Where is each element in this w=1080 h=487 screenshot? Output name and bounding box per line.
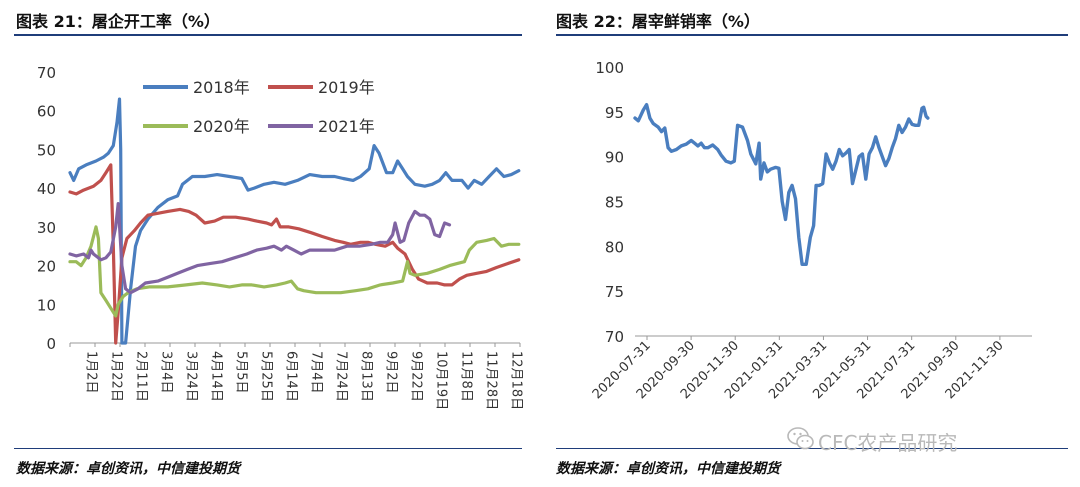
legend-label: 2021年	[318, 117, 375, 136]
x-tick-label-left: 4月14日	[209, 351, 224, 402]
chart-title-left: 图表 21：屠企开工率（%）	[16, 12, 220, 31]
y-tick-label-right: 85	[605, 194, 624, 212]
source-note-right: 数据来源：卓创资讯，中信建投期货	[556, 461, 780, 477]
y-tick-label-left: 50	[37, 141, 56, 159]
y-tick-label-right: 75	[605, 283, 624, 301]
y-tick-label-left: 30	[37, 219, 56, 237]
x-tick-label-left: 11月28日	[484, 351, 499, 410]
series-line-fresh-sales	[633, 103, 930, 266]
x-tick-label-left: 1月22日	[109, 351, 124, 402]
y-tick-label-right: 90	[605, 149, 624, 167]
y-tick-label-left: 70	[37, 64, 56, 82]
chart-plant-operating-rate: 0 10 20 30 40 50 60 70 1月2日 1月22日 2月11日 3月4日 3月24日 4月…	[37, 64, 524, 410]
x-tick-label-left: 5月5日	[234, 351, 249, 394]
x-tick-label-left: 7月4日	[309, 351, 324, 394]
x-tick-label-left: 3月4日	[159, 351, 174, 394]
legend-label: 2018年	[193, 78, 250, 97]
x-tick-label-left: 11月8日	[459, 351, 474, 402]
x-tick-label-left: 9月22日	[409, 351, 424, 402]
y-tick-label-left: 40	[37, 180, 56, 198]
x-tick-label-left: 12月18日	[509, 351, 524, 410]
header-rule-right	[556, 34, 1068, 36]
x-tick-label-left: 6月14日	[284, 351, 299, 402]
y-tick-label-right: 70	[605, 328, 624, 346]
series-line-4	[68, 202, 452, 295]
series-line-1	[68, 97, 521, 345]
y-tick-label-right: 95	[605, 104, 624, 122]
y-tick-label-right: 80	[605, 238, 624, 256]
y-tick-label-right: 100	[595, 59, 624, 77]
chart-title-right: 图表 22：屠宰鲜销率（%）	[556, 12, 760, 31]
y-tick-label-left: 10	[37, 296, 56, 314]
y-tick-label-left: 0	[46, 335, 56, 353]
series-line-3	[68, 225, 521, 318]
x-tick-label-left: 8月13日	[359, 351, 374, 402]
y-tick-label-left: 20	[37, 258, 56, 276]
legend-label: 2019年	[318, 78, 375, 97]
chart-fresh-sales-rate: 7075808590951002020-07-312020-09-302020-…	[590, 59, 1032, 402]
x-tick-label-left: 3月24日	[184, 351, 199, 402]
legend-label: 2020年	[193, 117, 250, 136]
watermark-text: CFC农产品研究	[818, 431, 958, 455]
x-tick-label-left: 1月2日	[84, 351, 99, 394]
x-tick-label-left: 7月24日	[334, 351, 349, 402]
source-note-left: 数据来源：卓创资讯，中信建投期货	[16, 461, 240, 477]
y-tick-label-left: 60	[37, 103, 56, 121]
x-tick-label-left: 2月11日	[134, 351, 149, 402]
wechat-icon	[787, 427, 814, 450]
x-tick-label-left: 5月25日	[259, 351, 274, 402]
x-tick-label-left: 10月19日	[434, 351, 449, 410]
footer-rule-left	[14, 448, 522, 449]
header-rule-left	[14, 34, 522, 36]
series-line-2	[68, 163, 521, 345]
x-tick-label-left: 9月2日	[384, 351, 399, 394]
footer-rule-right	[556, 448, 1068, 449]
